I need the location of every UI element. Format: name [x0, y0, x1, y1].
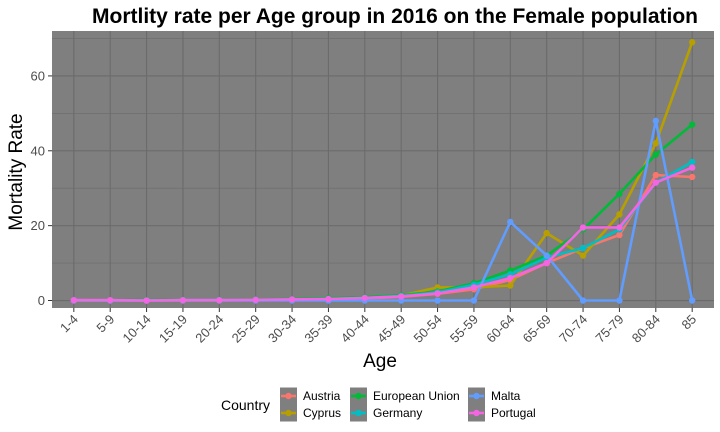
data-point	[688, 173, 696, 181]
data-point	[507, 282, 514, 289]
data-point	[652, 151, 660, 158]
data-point	[579, 244, 587, 252]
x-tick-label: 1-4	[57, 312, 81, 336]
y-tick-label: 0	[38, 293, 45, 308]
data-point	[507, 218, 514, 226]
x-tick-label: 70-74	[556, 312, 590, 346]
series-layer	[70, 39, 696, 304]
legend-item: Portugal	[468, 404, 536, 422]
legend-item: Germany	[350, 404, 422, 422]
data-point	[688, 158, 696, 166]
x-tick-label: 30-34	[265, 312, 299, 346]
data-point	[252, 296, 259, 303]
x-tick-label: 75-79	[592, 312, 626, 346]
data-point	[652, 171, 660, 179]
x-tick-label: 25-29	[229, 312, 263, 346]
y-axis: 0 20 40 60	[31, 68, 52, 308]
data-point	[652, 179, 660, 186]
data-point	[361, 294, 369, 302]
x-tick-label: 50-54	[411, 312, 445, 346]
x-tick-label: 5-9	[93, 312, 117, 336]
legend-key-point	[285, 409, 292, 417]
legend-title: Country	[221, 397, 270, 413]
x-tick-label: 35-39	[301, 312, 335, 346]
data-point	[70, 296, 78, 304]
data-point	[616, 211, 623, 218]
x-axis: 1-4 5-9 10-14 15-19 20-24 25-29 30-34 35-39 40-4…	[57, 308, 699, 346]
data-point	[470, 297, 478, 304]
y-axis-title: Mortality Rate	[6, 113, 27, 230]
data-point	[543, 252, 550, 259]
legend: Country Austria Cyprus European Union Germa…	[221, 387, 536, 422]
x-tick-label: 45-49	[374, 312, 408, 346]
legend-key-point	[355, 392, 362, 400]
legend-label: Cyprus	[303, 406, 341, 420]
data-point	[688, 39, 696, 46]
data-point	[143, 297, 150, 304]
series-line	[73, 166, 693, 302]
data-point	[106, 296, 114, 304]
legend-label: European Union	[373, 389, 460, 403]
series-portugal	[70, 164, 696, 304]
plot-panel	[52, 31, 714, 308]
y-tick-label: 20	[31, 218, 45, 233]
legend-label: Portugal	[491, 406, 536, 420]
legend-key-point	[473, 392, 480, 400]
x-tick-label: 60-64	[483, 312, 517, 346]
data-point	[688, 121, 696, 128]
y-tick-label: 40	[31, 143, 45, 158]
legend-item: Cyprus	[280, 404, 341, 422]
data-point	[616, 297, 623, 304]
data-point	[616, 224, 623, 231]
legend-label: Germany	[373, 406, 422, 420]
data-point	[688, 164, 696, 171]
data-point	[288, 296, 296, 303]
data-point	[616, 231, 623, 239]
data-point	[397, 293, 405, 300]
data-point	[543, 229, 550, 237]
data-point	[507, 274, 514, 282]
data-point	[652, 117, 660, 125]
legend-label: Austria	[303, 389, 341, 403]
data-point	[688, 297, 696, 304]
chart-title: Mortlity rate per Age group in 2016 on t…	[92, 5, 698, 28]
x-tick-label: 10-14	[120, 312, 154, 346]
data-point	[652, 140, 660, 147]
data-point	[579, 252, 587, 259]
data-point	[434, 290, 441, 297]
data-point	[616, 190, 623, 198]
data-point	[179, 296, 187, 304]
data-point	[216, 296, 223, 304]
legend-item: Malta	[468, 387, 521, 405]
legend-label: Malta	[491, 389, 521, 403]
legend-key-point	[473, 409, 480, 417]
x-tick-label: 80-84	[629, 312, 663, 346]
x-tick-label: 20-24	[192, 312, 226, 346]
legend-item: European Union	[350, 387, 460, 405]
x-tick-label: 15-19	[156, 312, 190, 346]
data-point	[325, 295, 332, 303]
data-point	[579, 297, 587, 304]
legend-item: Austria	[280, 387, 341, 405]
x-axis-title: Age	[363, 351, 397, 372]
data-point	[579, 224, 587, 231]
grid-lines	[52, 31, 714, 308]
data-point	[434, 297, 441, 304]
x-tick-label: 55-59	[447, 312, 481, 346]
data-point	[470, 284, 478, 291]
x-tick-label: 65-69	[520, 312, 554, 346]
data-point	[543, 259, 550, 267]
legend-key-point	[355, 409, 362, 417]
y-tick-label: 60	[31, 68, 45, 83]
x-tick-label: 85	[678, 312, 699, 333]
x-tick-label: 40-44	[338, 312, 372, 346]
legend-key-point	[285, 392, 292, 400]
